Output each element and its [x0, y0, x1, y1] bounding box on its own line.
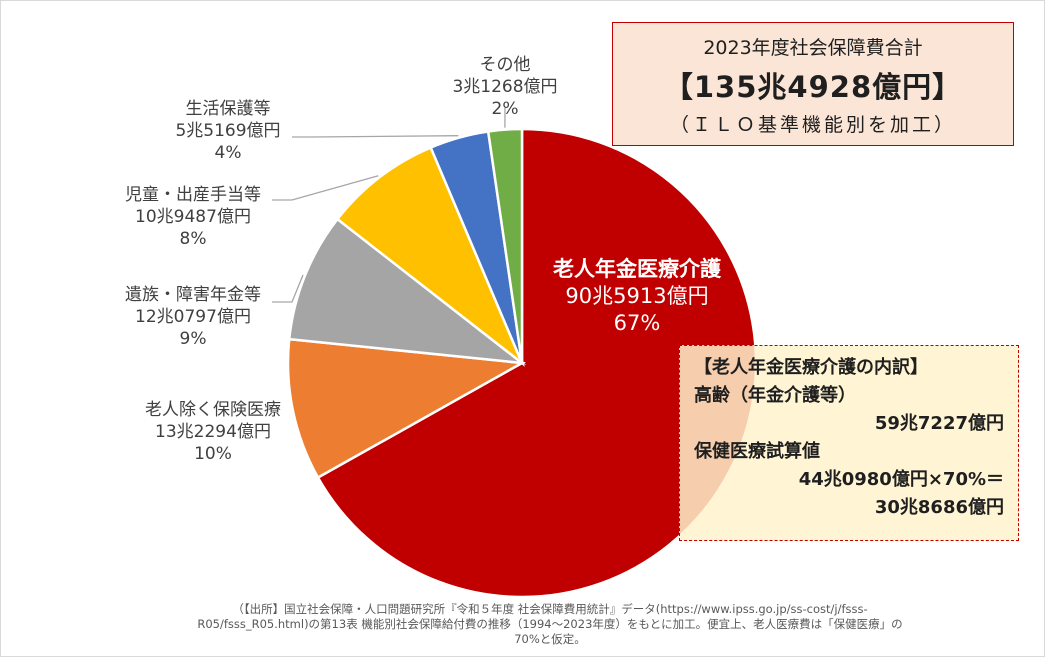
slice-label-children: 児童・出産手当等 10兆9487億円 8%: [108, 184, 278, 250]
total-amount: 【135兆4928億円】: [663, 70, 963, 104]
pie-slice-children: [335, 145, 526, 367]
breakdown-item2-label: 保健医療試算値: [694, 441, 820, 462]
slice-name: 生活保護等: [185, 99, 271, 119]
slice-percent: 67%: [613, 311, 661, 335]
total-box: 2023年度社会保障費合計 【135兆4928億円】 （ＩＬＯ基準機能別を加工）: [612, 22, 1014, 146]
pie-slice-other: [486, 127, 524, 364]
breakdown-title: 【老人年金医療介護の内訳】: [694, 357, 928, 378]
slice-amount: 13兆2294億円: [155, 422, 271, 442]
total-note: （ＩＬＯ基準機能別を加工）: [669, 114, 956, 136]
slice-label-welfare: 生活保護等 5兆5169億円 4%: [148, 98, 308, 164]
slice-amount: 5兆5169億円: [175, 121, 281, 141]
breakdown-item1-label: 高齢（年金介護等）: [694, 385, 856, 406]
source-note: （【出所】国立社会保障・人口問題研究所『令和５年度 社会保障費用統計』データ(h…: [120, 602, 980, 647]
slice-percent: 2%: [491, 99, 519, 119]
slice-label-elderly: 老人年金医療介護 90兆5913億円 67%: [532, 256, 742, 337]
slice-label-other: その他 3兆1268億円 2%: [430, 54, 580, 120]
slice-name: その他: [479, 55, 531, 75]
total-title: 2023年度社会保障費合計: [703, 37, 923, 59]
slice-amount: 10兆9487億円: [135, 207, 251, 227]
slice-percent: 10%: [194, 444, 232, 464]
slice-amount: 90兆5913億円: [565, 284, 709, 308]
breakdown-item2-formula: 44兆0980億円×70%＝: [798, 469, 1004, 490]
pie-slice-survivors: [287, 217, 527, 365]
source-line: （【出所】国立社会保障・人口問題研究所『令和５年度 社会保障費用統計』データ(h…: [232, 602, 868, 616]
breakdown-item1-value: 59兆7227億円: [874, 413, 1004, 434]
slice-label-medical: 老人除く保険医療 13兆2294億円 10%: [128, 399, 298, 465]
slice-name: 老人除く保険医療: [145, 400, 281, 420]
slice-percent: 4%: [214, 143, 242, 163]
leader-line-welfare: [292, 135, 459, 138]
slice-amount: 3兆1268億円: [452, 77, 558, 97]
source-line: 70%と仮定。: [514, 632, 586, 646]
slice-name: 遺族・障害年金等: [125, 285, 261, 305]
source-line: R05/fsss_R05.html)の第13表 機能別社会保障給付費の推移（19…: [197, 617, 903, 631]
slice-name: 老人年金医療介護: [553, 257, 721, 281]
slice-amount: 12兆0797億円: [135, 307, 251, 327]
leader-line-survivors: [272, 274, 304, 303]
slice-label-survivors: 遺族・障害年金等 12兆0797億円 9%: [108, 284, 278, 350]
pie-slice-medical: [286, 337, 527, 480]
leader-line-children: [272, 175, 379, 201]
slice-percent: 9%: [179, 329, 207, 349]
slice-name: 児童・出産手当等: [125, 185, 261, 205]
breakdown-box: 【老人年金医療介護の内訳】 高齢（年金介護等） 59兆7227億円 保健医療試算…: [679, 345, 1019, 541]
breakdown-item2-value: 30兆8686億円: [874, 497, 1004, 518]
slice-percent: 8%: [179, 229, 207, 249]
